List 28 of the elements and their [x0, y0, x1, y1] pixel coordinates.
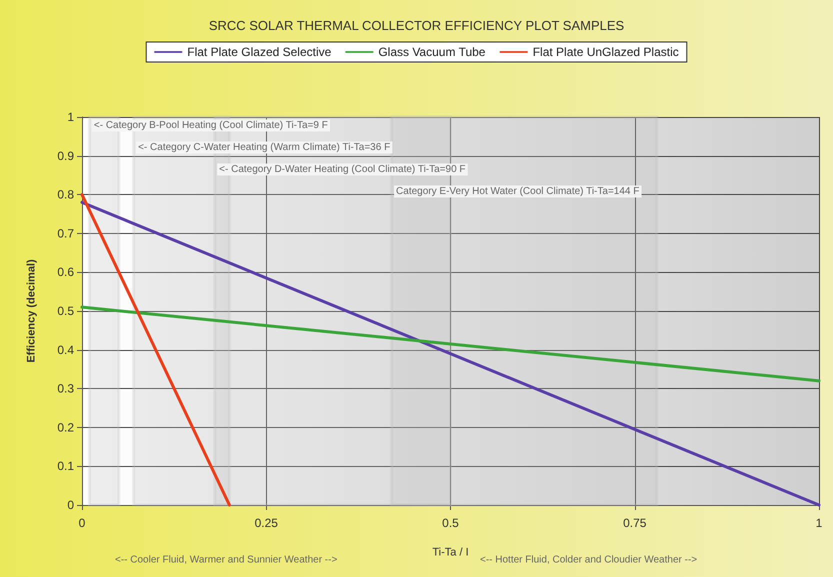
x-axis-title: Ti-Ta / I [432, 546, 469, 558]
y-tick-label: 0.6 [57, 265, 74, 280]
band-label: <- Category C-Water Heating (Warm Climate) Ti-Ta=36 F [138, 142, 390, 153]
y-tick-label: 1 [67, 110, 74, 124]
legend-label: Flat Plate Glazed Selective [187, 45, 332, 59]
y-tick-label: 0.8 [57, 188, 74, 202]
y-tick-label: 0.3 [57, 382, 74, 396]
text: <-- Cooler Fluid, Warmer and Sunnier Weather --> [115, 554, 338, 566]
x-tick-label: 0.5 [442, 516, 460, 530]
x-tick-label: 0 [78, 516, 86, 530]
band-label: <- Category D-Water Heating (Cool Climate) Ti-Ta=90 F [219, 164, 466, 175]
y-tick-label: 0.1 [57, 459, 74, 474]
legend-label: Flat Plate UnGlazed Plastic [532, 45, 679, 59]
text: <-- Hotter Fluid, Colder and Cloudier Weather --> [480, 554, 698, 566]
x-tick-label: 0.75 [623, 516, 647, 530]
y-tick-label: 0 [67, 498, 74, 512]
y-tick-label: 0.7 [57, 226, 74, 240]
x-tick-label: 1 [816, 516, 823, 530]
y-tick-label: 0.4 [57, 342, 74, 357]
y-tick-label: 0.5 [57, 304, 74, 318]
x-tick-label: 0.25 [254, 516, 278, 530]
y-tick-label: 0.2 [57, 420, 74, 434]
band-label: <- Category B-Pool Heating (Cool Climate) Ti-Ta=9 F [94, 120, 328, 131]
y-axis-title: Efficiency (decimal) [26, 259, 38, 363]
legend-label: Glass Vacuum Tube [378, 45, 486, 59]
band-label: Category E-Very Hot Water (Cool Climate) Ti-Ta=144 F [396, 186, 640, 197]
chart-title: SRCC SOLAR THERMAL COLLECTOR EFFICIENCY PLOT SAMPLES [208, 18, 625, 33]
y-tick-label: 0.9 [57, 148, 74, 163]
